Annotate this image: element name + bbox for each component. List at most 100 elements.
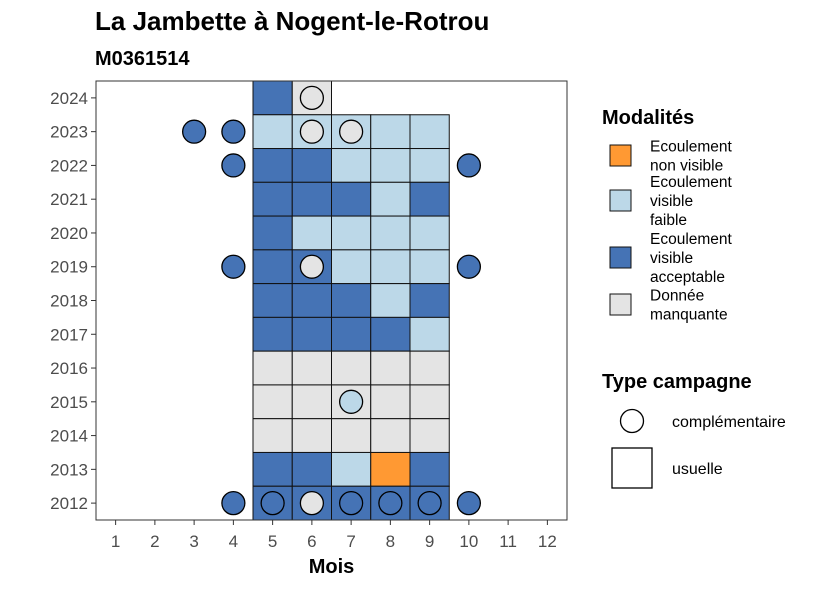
y-tick-label: 2012 <box>50 494 88 513</box>
point-2012-7 <box>338 490 364 516</box>
cell-2017-5 <box>252 316 293 352</box>
cell-2013-8 <box>370 451 411 487</box>
legend-label-manquante: Donnée <box>650 288 704 305</box>
cell-2015-6 <box>291 384 332 420</box>
cell-2018-5 <box>252 283 293 318</box>
cell-2021-6 <box>291 181 332 217</box>
cell-2013-5 <box>252 451 293 487</box>
cell-2022-9 <box>409 148 450 183</box>
y-tick-label: 2016 <box>50 359 88 378</box>
cell-2024-5 <box>252 80 293 116</box>
y-tick-label: 2019 <box>50 258 88 277</box>
cell-2018-9 <box>409 283 450 318</box>
cell-2015-5 <box>252 384 293 420</box>
cell-2018-7 <box>331 283 372 318</box>
legend-label-faible: Ecoulement <box>650 174 733 191</box>
cell-2016-9 <box>409 350 450 386</box>
cell-2017-6 <box>291 316 332 352</box>
cell-2016-8 <box>370 350 411 386</box>
cell-2022-7 <box>331 148 372 183</box>
y-tick-label: 2024 <box>50 89 88 108</box>
y-tick-label: 2014 <box>50 427 88 446</box>
y-tick-label: 2021 <box>50 190 88 209</box>
y-tick-label: 2022 <box>50 156 88 175</box>
cell-2020-5 <box>252 215 293 251</box>
cell-2014-9 <box>409 418 450 453</box>
legend-label-nonvisible: non visible <box>650 158 723 175</box>
cell-2019-5 <box>252 249 293 285</box>
cell-2021-7 <box>331 181 372 217</box>
cell-2013-7 <box>331 451 372 487</box>
point-2024-6 <box>299 85 325 111</box>
legend-key-acceptable <box>609 246 632 269</box>
cell-2013-6 <box>291 451 332 487</box>
point-2022-4 <box>221 153 246 178</box>
legend-label-faible: visible <box>650 193 693 210</box>
x-axis: 1 2 3 4 5 6 7 8 9 10 11 12 <box>111 520 557 551</box>
x-tick-label: 10 <box>459 532 478 551</box>
cell-2014-5 <box>252 418 293 453</box>
x-tick-label: 7 <box>346 532 355 551</box>
cell-2022-6 <box>291 148 332 183</box>
cell-2017-7 <box>331 316 372 352</box>
y-tick-label: 2015 <box>50 393 88 412</box>
cell-2022-5 <box>252 148 293 183</box>
y-tick-label: 2017 <box>50 325 88 344</box>
y-tick-label: 2018 <box>50 292 88 311</box>
cell-2021-5 <box>252 181 293 217</box>
cell-2017-8 <box>370 316 411 352</box>
point-2023-3 <box>181 119 207 144</box>
cell-2018-8 <box>370 283 411 318</box>
cell-2014-8 <box>370 418 411 453</box>
legend-label-acceptable: acceptable <box>650 269 725 286</box>
cell-2021-9 <box>409 181 450 217</box>
legend-label-complementaire: complémentaire <box>672 414 786 431</box>
chart-subtitle: M0361514 <box>95 48 190 70</box>
legend-key-manquante <box>609 293 632 316</box>
point-2019-6 <box>299 254 325 279</box>
y-tick-label: 2023 <box>50 123 88 142</box>
point-2012-8 <box>378 490 403 516</box>
cell-2019-7 <box>331 249 372 285</box>
point-2023-7 <box>338 119 364 144</box>
cell-2015-9 <box>409 384 450 420</box>
y-tick-label: 2013 <box>50 460 88 479</box>
legend-key-usuelle <box>611 447 653 489</box>
point-2015-7 <box>338 389 364 414</box>
cell-2019-8 <box>370 249 411 285</box>
cell-2023-5 <box>252 114 293 150</box>
cell-2021-8 <box>370 181 411 217</box>
cell-2020-9 <box>409 215 450 251</box>
legend-campagne-title: Type campagne <box>602 371 752 393</box>
point-2012-9 <box>417 490 442 516</box>
cell-2014-6 <box>291 418 332 453</box>
x-tick-label: 9 <box>425 532 434 551</box>
cell-2016-7 <box>331 350 372 386</box>
x-axis-title: Mois <box>309 556 355 578</box>
point-2012-10 <box>456 490 482 516</box>
legend-label-acceptable: visible <box>650 250 693 267</box>
cell-2015-8 <box>370 384 411 420</box>
legend-label-manquante: manquante <box>650 307 728 324</box>
point-2012-6 <box>299 490 325 516</box>
legend-label-nonvisible: Ecoulement <box>650 139 733 156</box>
legend-label-usuelle: usuelle <box>672 461 723 478</box>
cell-2018-6 <box>291 283 332 318</box>
cell-2016-6 <box>291 350 332 386</box>
x-tick-label: 8 <box>386 532 395 551</box>
point-2019-10 <box>456 254 482 279</box>
point-2023-4 <box>221 119 246 144</box>
x-tick-label: 6 <box>307 532 316 551</box>
x-tick-label: 5 <box>268 532 277 551</box>
complementaire-points <box>181 85 482 516</box>
point-2022-10 <box>456 153 482 178</box>
usuelle-cells <box>252 80 450 521</box>
cell-2023-8 <box>370 114 411 150</box>
legend-key-complementaire <box>619 408 645 434</box>
cell-2022-8 <box>370 148 411 183</box>
point-2012-5 <box>260 490 285 516</box>
x-tick-label: 11 <box>499 532 517 551</box>
y-tick-label: 2020 <box>50 224 88 243</box>
legend-key-faible <box>609 189 632 212</box>
